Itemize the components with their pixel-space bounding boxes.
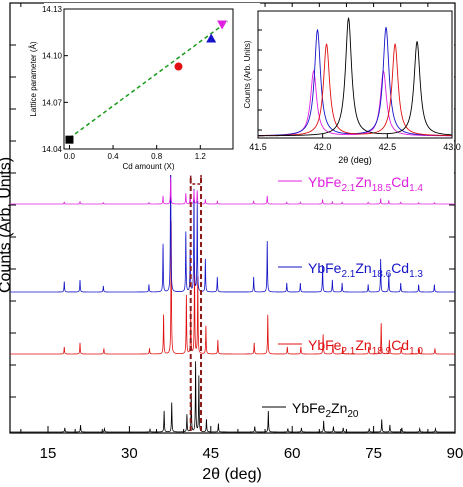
inset-zoom-background [242,7,454,177]
inset-zoom-x-tick-label: 43.0 [443,142,461,152]
main-x-tick-label: 60 [284,445,301,462]
legend-label-part: 18.6 [372,269,392,280]
inset-lattice-y-tick-label: 14.10 [42,52,63,61]
legend-label-part: YbFe [308,337,342,353]
legend-label-part: YbFe [308,260,342,276]
inset-zoom-frame [257,10,453,139]
legend-label-part: 2 [325,409,331,420]
main-y-axis-label: Counts (Arb. Units) [0,157,14,293]
legend-label-part: 18.5 [372,183,392,194]
inset-zoom-x-tick-label: 42.5 [379,142,397,152]
inset-lattice-point [206,33,217,43]
main-x-tick-label: 45 [202,445,219,462]
legend-label-part: 2.1 [341,346,355,357]
inset-lattice-x-tick-label: 0.4 [108,152,120,161]
main-x-axis-label: 2θ (deg) [202,466,262,483]
legend-label: YbFe2.1Zn18.9Cd1.0 [308,337,423,357]
legend-label-part: Zn [331,400,347,416]
main-series-line [10,220,455,355]
main-x-tick-label: 75 [365,445,382,462]
legend-label: YbFe2.1Zn18.5Cd1.4 [308,174,423,194]
inset-lattice-x-tick-label: 0.8 [151,152,163,161]
inset-lattice-fit-line [69,20,228,139]
legend-label: YbFe2.1Zn18.6Cd1.3 [308,260,423,280]
legend-label-part: 2.1 [341,183,355,194]
inset-lattice-x-tick-label: 1.2 [195,152,207,161]
legend-label: YbFe2Zn20 [292,400,359,420]
inset-lattice-y-tick-label: 14.07 [42,98,63,107]
main-series-line [10,361,455,433]
inset-zoom-chart: 41.5 42.0 42.5 43.0 2θ (deg) Counts (Arb. Uni… [242,7,461,177]
main-legend-labels: YbFe2Zn20YbFe2.1Zn18.9Cd1.0YbFe2.1Zn18.6… [262,174,423,420]
legend-label-part: YbFe [292,400,326,416]
legend-label-part: 1.4 [409,183,423,194]
main-series-line [10,176,455,205]
inset-lattice-y-tick-label: 14.04 [42,145,63,154]
legend-label-part: Cd [391,174,409,190]
legend-label-part: Zn [355,174,371,190]
inset-lattice-x-axis-label: Cd amount (X) [122,162,174,171]
inset-lattice-point [174,62,183,71]
inset-lattice-background [44,3,260,175]
main-x-tick-label: 30 [121,445,138,462]
legend-label-part: Cd [391,337,409,353]
inset-zoom-series-line [258,17,452,137]
inset-zoom-y-axis-label: Counts (Arb. Units) [243,40,252,108]
main-x-tick-label: 90 [447,445,463,462]
legend-label-part: 1.3 [409,269,423,280]
inset-lattice-point [217,20,228,30]
legend-label-part: 1.0 [409,346,423,357]
inset-zoom-series-line [257,43,452,137]
legend-label-part: 18.9 [372,346,392,357]
inset-lattice-y-tick-label: 14.13 [42,5,63,14]
main-series-group [10,141,455,433]
legend-label-part: Cd [391,260,409,276]
legend-label-part: YbFe [308,174,342,190]
inset-lattice-point [65,135,74,144]
inset-zoom-x-axis-label: 2θ (deg) [338,155,372,165]
inset-lattice-parameter-chart: 0.0 0.4 0.8 1.2 14.04 14.07 14.10 14.13 Cd amoun… [29,3,260,175]
legend-label-part: 20 [347,409,359,420]
main-x-tick-label: 15 [40,445,57,462]
legend-label-part: Zn [355,337,371,353]
inset-zoom-x-tick-label: 41.5 [249,142,267,152]
inset-lattice-y-axis-label: Lattice parameter (Å) [29,41,38,116]
main-series-line [10,141,455,293]
inset-lattice-x-tick-label: 0.0 [64,152,76,161]
inset-zoom-x-tick-label: 42.0 [314,142,332,152]
inset-lattice-frame [63,8,234,150]
legend-label-part: 2.1 [341,269,355,280]
legend-label-part: Zn [355,260,371,276]
